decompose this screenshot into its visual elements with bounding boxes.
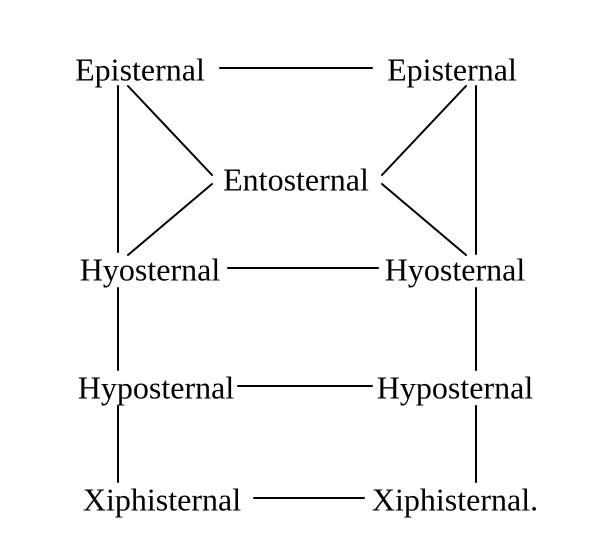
edge — [128, 184, 212, 255]
node-hyposternal-right: Hyposternal — [377, 370, 533, 407]
node-hyosternal-right: Hyosternal — [385, 252, 525, 289]
edge — [382, 86, 466, 175]
node-episternal-right: Episternal — [387, 52, 517, 89]
edge — [382, 184, 466, 255]
node-hyposternal-left: Hyposternal — [78, 370, 234, 407]
edge — [128, 86, 212, 175]
node-episternal-left: Episternal — [75, 52, 205, 89]
node-xiphisternal-right: Xiphisternal. — [372, 482, 538, 519]
node-entosternal: Entosternal — [223, 162, 369, 199]
node-hyosternal-left: Hyosternal — [80, 252, 220, 289]
node-xiphisternal-left: Xiphisternal — [83, 482, 241, 519]
diagram-stage: Episternal Episternal Entosternal Hyoste… — [0, 0, 600, 543]
